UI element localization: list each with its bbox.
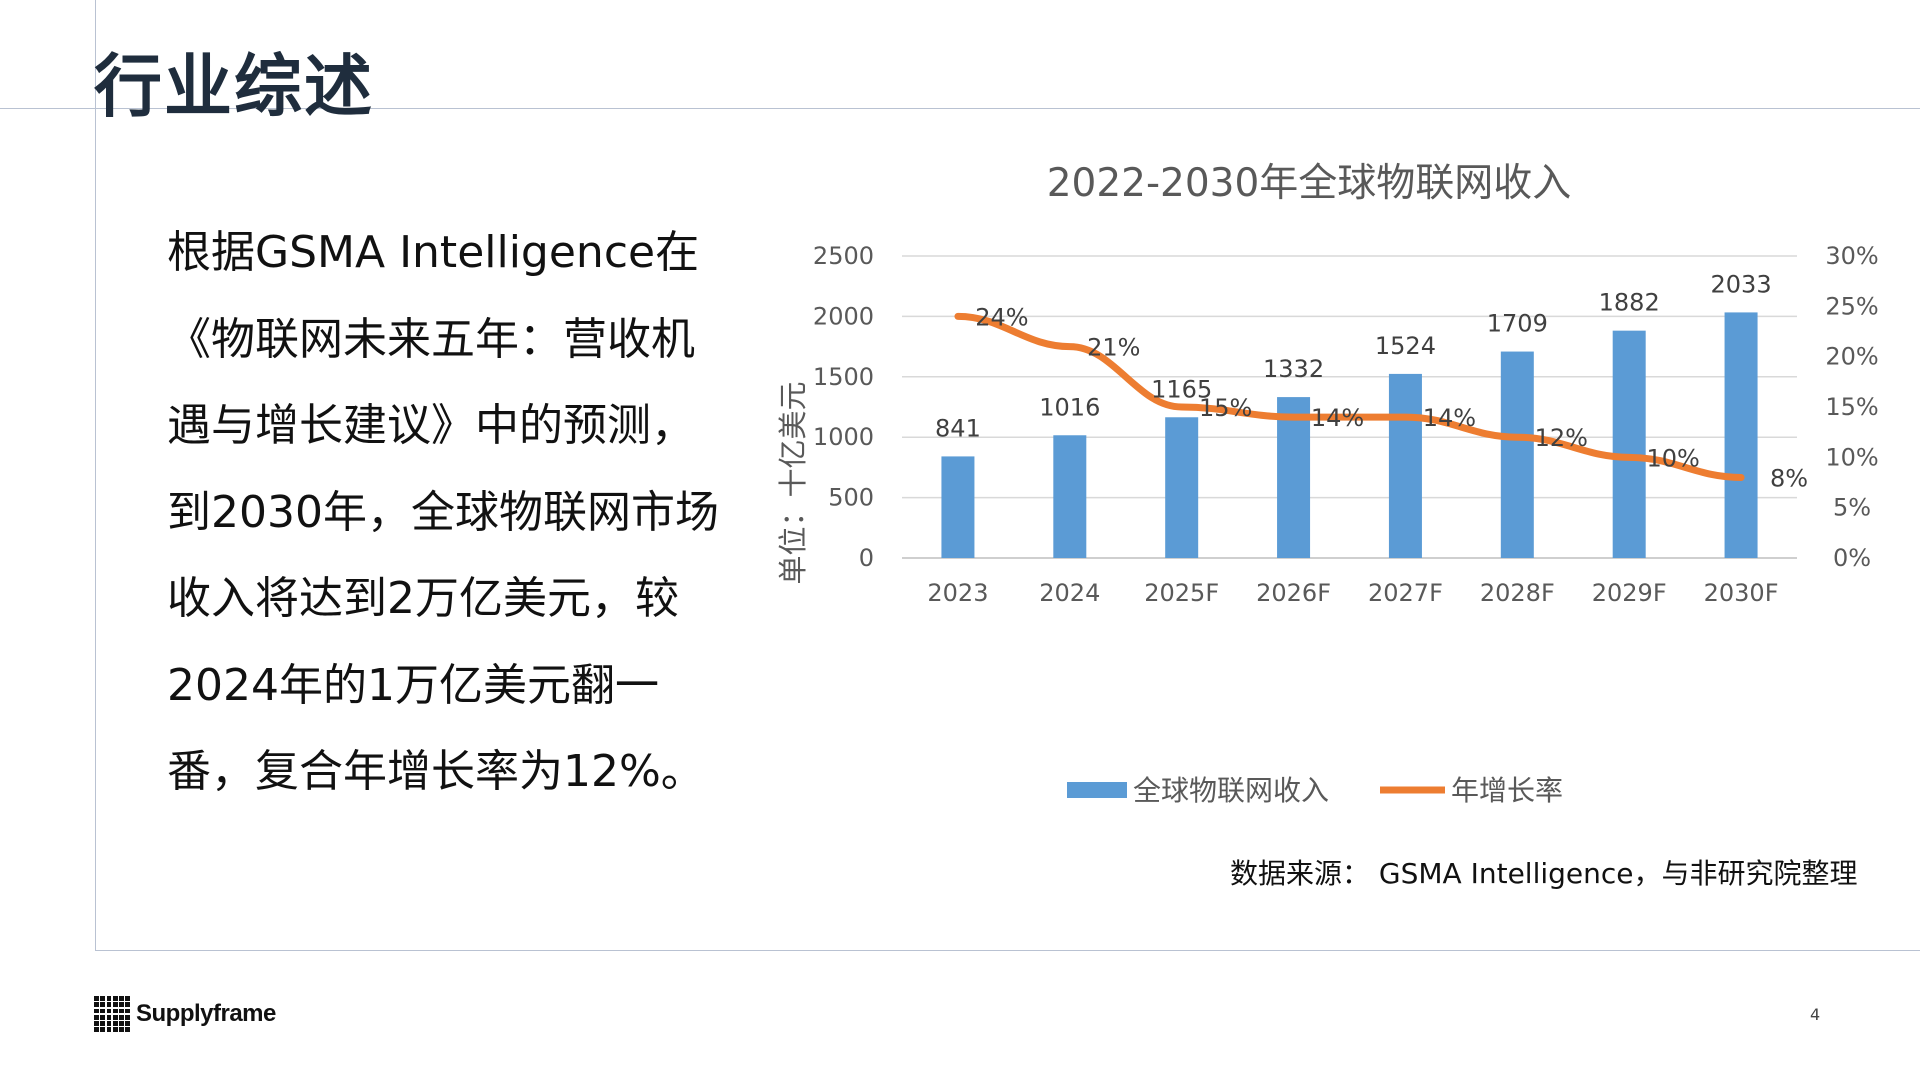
x-tick-label: 2029F [1592,579,1667,607]
footer-rule [95,950,1920,951]
bar-value-label: 841 [935,414,981,442]
x-axis: 2023 2024 2025F 2026F 2027F 2028F 2029F 2030F [927,579,1778,607]
iot-revenue-chart: 2022-2030年全球物联网收入 0 500 1000 1500 2000 2500 0… [776,161,1879,807]
legend-label-growth: 年增长率 [1451,774,1563,807]
bar-value-label: 1165 [1151,375,1212,403]
bar [1724,312,1758,558]
y2-tick-label: 30% [1825,242,1878,270]
left-rule [95,0,96,950]
data-labels: 841 1016 1165 1332 1524 1709 1882 2033 24% 21% 15%… [935,270,1808,492]
legend-label-revenue: 全球物联网收入 [1133,774,1329,807]
y-tick-label: 0 [859,544,874,572]
bar-value-label: 1016 [1039,393,1100,421]
growth-line [954,312,1745,481]
bar [1277,397,1311,558]
y-axis-right: 0% 5% 10% 15% 20% 25% 30% [1825,242,1878,572]
gridlines [902,255,1797,559]
chart-title: 2022-2030年全球物联网收入 [1047,161,1572,206]
bar-value-label: 1882 [1599,289,1660,317]
line-value-label: 15% [1199,394,1252,422]
legend-swatch-revenue [1067,782,1127,798]
y2-tick-label: 15% [1825,393,1878,421]
bar-value-label: 2033 [1711,270,1772,298]
line-value-label: 8% [1770,464,1808,492]
slide-title: 行业综述 [94,48,375,127]
y2-tick-label: 20% [1825,343,1878,371]
bar [1053,435,1087,558]
y-tick-label: 2000 [813,302,874,330]
line-value-label: 12% [1535,424,1588,452]
grid-logo-icon [94,996,130,1032]
header-rule [0,108,1920,109]
page-number: 4 [1810,1005,1821,1024]
line-value-label: 21% [1087,334,1140,362]
y-axis-left: 0 500 1000 1500 2000 2500 [813,242,874,572]
x-tick-label: 2024 [1039,579,1100,607]
line-series [954,312,1745,481]
line-value-label: 14% [1423,404,1476,432]
x-tick-label: 2028F [1480,579,1555,607]
y-tick-label: 2500 [813,242,874,270]
bar [1165,417,1199,558]
bar [1500,351,1534,558]
bar [1612,330,1646,558]
y2-tick-label: 5% [1833,494,1871,522]
x-tick-label: 2025F [1144,579,1219,607]
bar-value-label: 1332 [1263,355,1324,383]
y2-tick-label: 0% [1833,544,1871,572]
y2-tick-label: 25% [1825,292,1878,320]
y2-tick-label: 10% [1825,443,1878,471]
line-value-label: 10% [1647,444,1700,472]
y-tick-label: 500 [828,484,874,512]
source-note: 数据来源： GSMA Intelligence，与非研究院整理 [1230,857,1858,890]
logo-text: Supplyframe [136,1000,276,1027]
bar [1388,373,1422,558]
x-tick-label: 2027F [1368,579,1443,607]
bar-value-label: 1524 [1375,332,1436,360]
line-value-label: 14% [1311,404,1364,432]
x-tick-label: 2026F [1256,579,1331,607]
y-tick-label: 1500 [813,363,874,391]
bar [941,456,975,558]
y-tick-label: 1000 [813,423,874,451]
company-logo: Supplyframe [94,996,276,1032]
body-text: 根据GSMA Intelligence在《物联网未来五年：营收机遇与增长建议》中… [167,227,719,797]
x-tick-label: 2023 [927,579,988,607]
y-axis-label: 单位：十亿美元 [776,381,810,584]
line-value-label: 24% [975,303,1028,331]
x-tick-label: 2030F [1704,579,1779,607]
bar-value-label: 1709 [1487,310,1548,338]
bar-series [941,312,1758,558]
legend: 全球物联网收入 年增长率 [1067,774,1563,807]
